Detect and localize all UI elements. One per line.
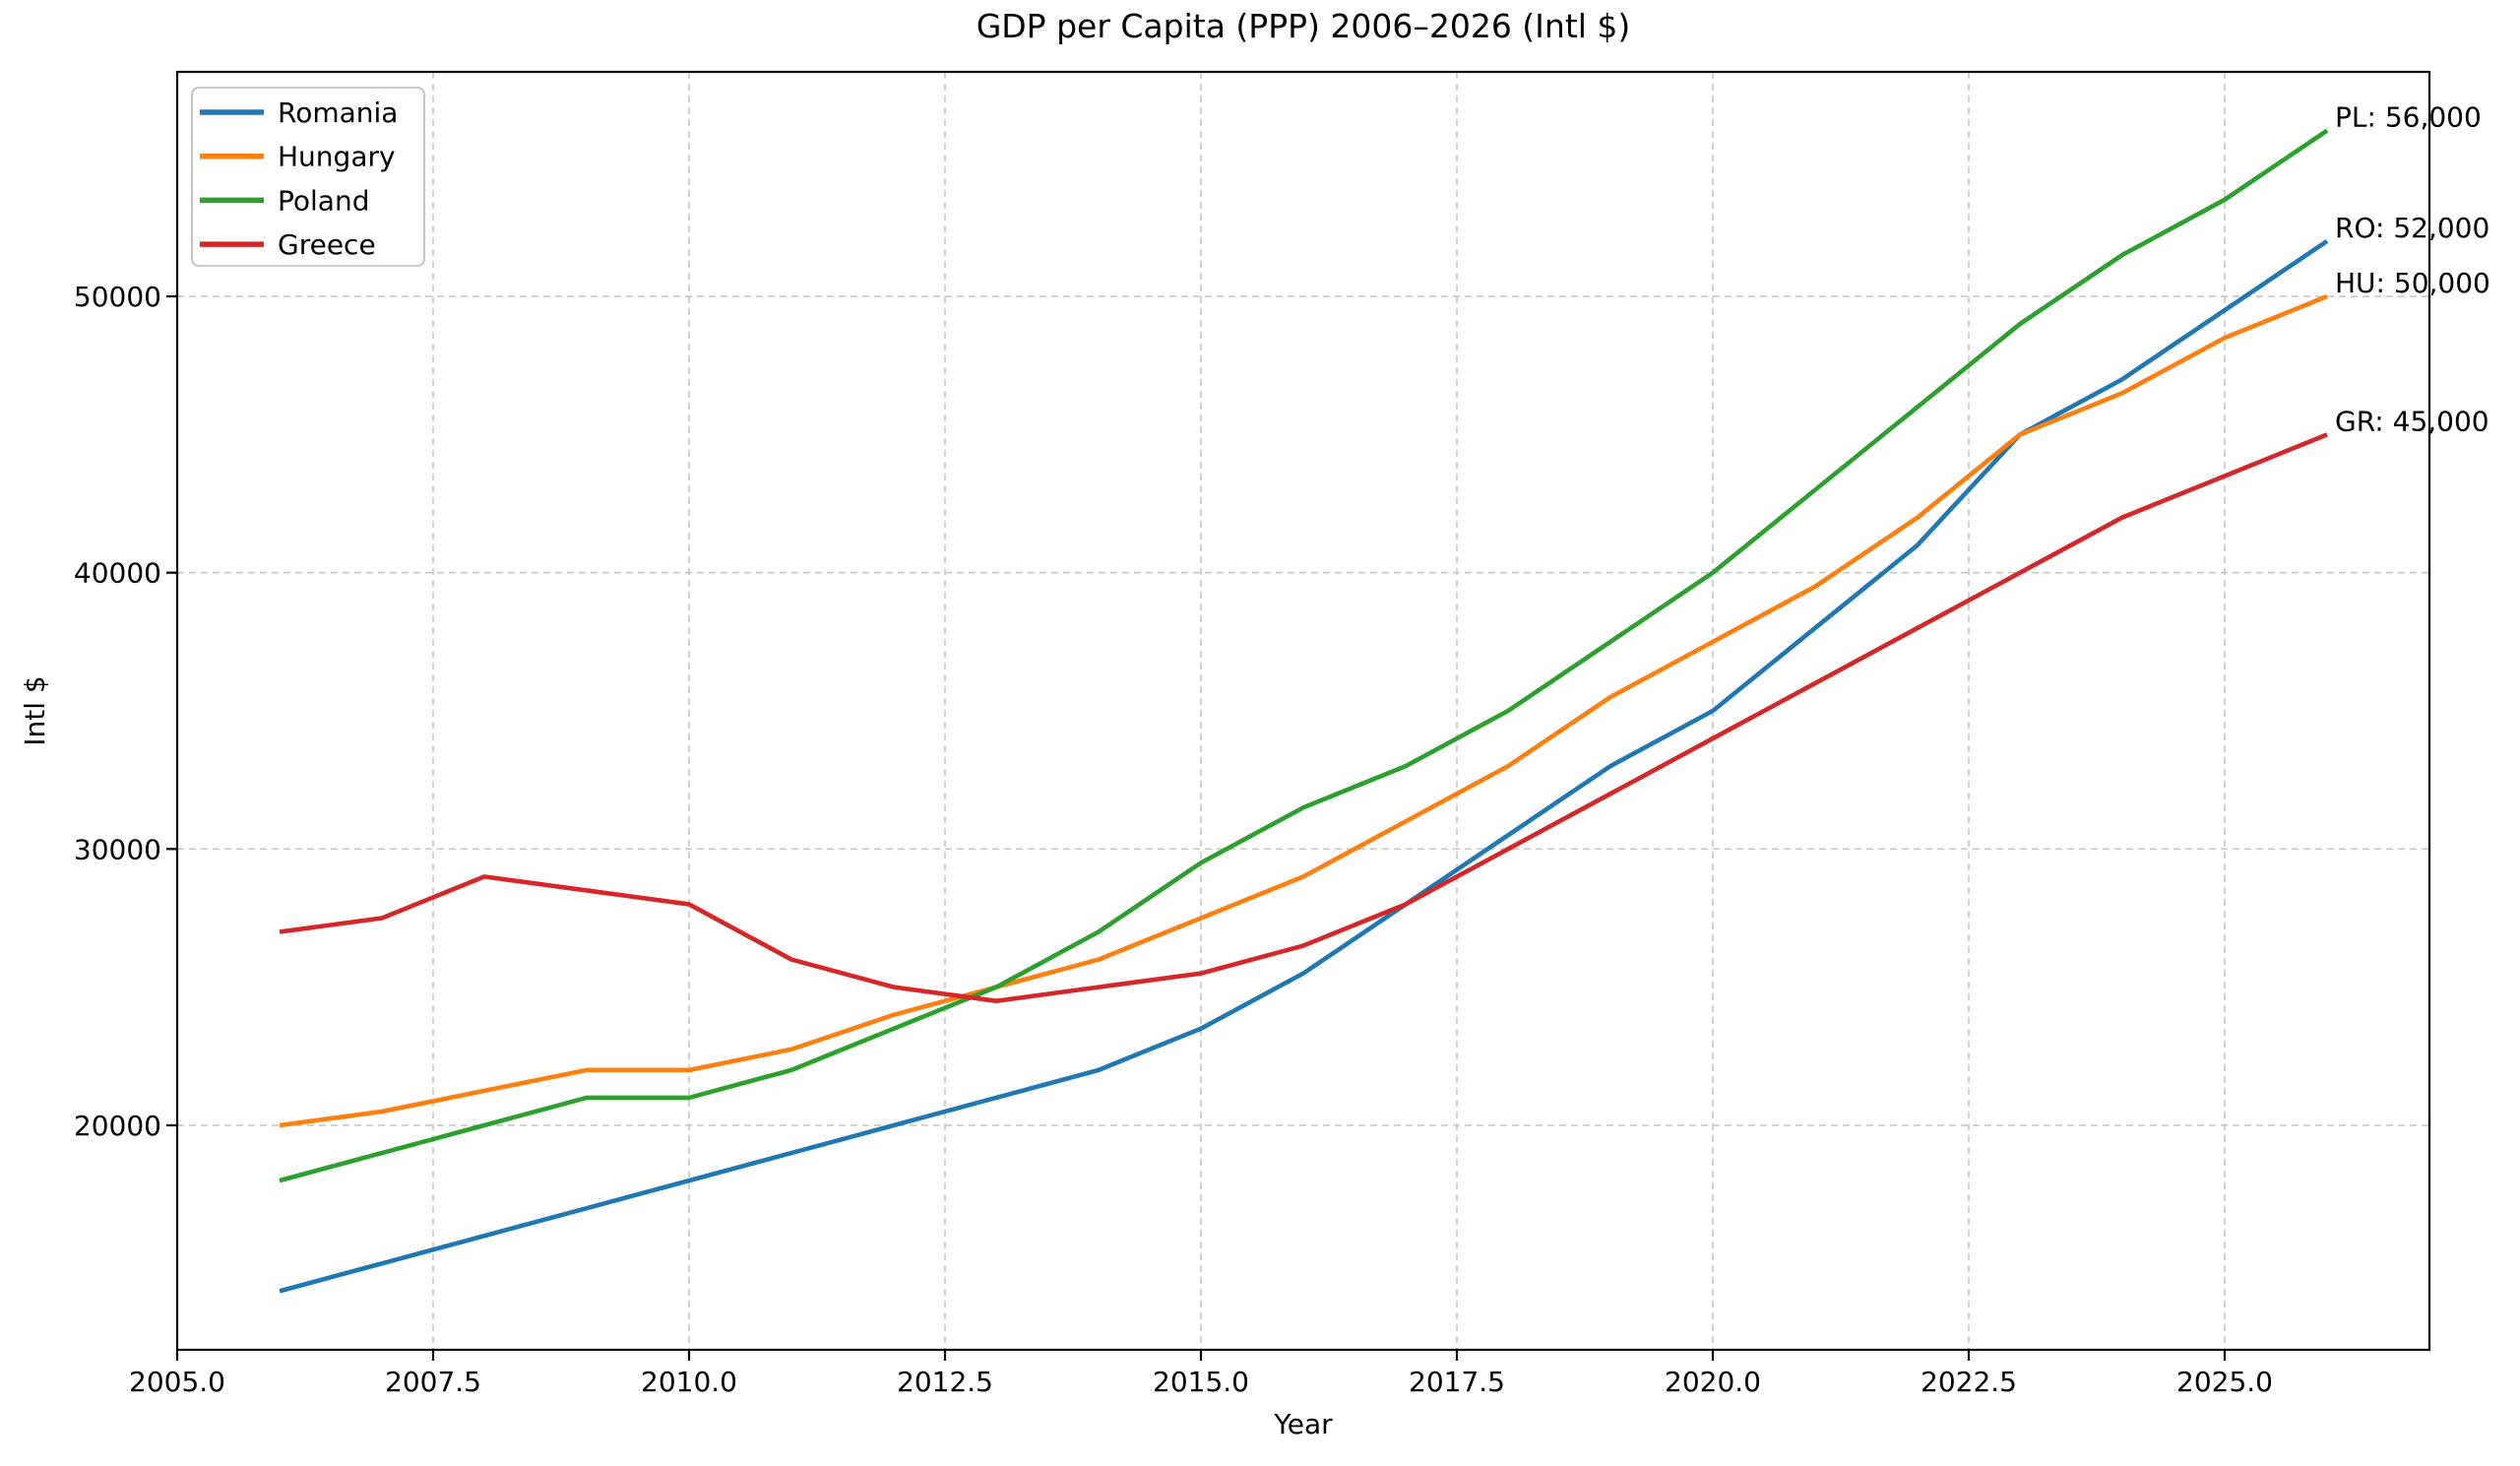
series-line-greece (279, 432, 2328, 1003)
series-end-annotation-poland: PL: 56,000 (2335, 101, 2482, 134)
y-tick-label: 40000 (74, 557, 161, 590)
x-tick-label: 2012.5 (897, 1366, 993, 1398)
legend-box (191, 87, 425, 267)
series-line-poland (279, 128, 2329, 1183)
y-tick-label: 50000 (74, 281, 161, 313)
series-line-hungary (279, 293, 2328, 1128)
series-end-annotation-greece: GR: 45,000 (2335, 405, 2489, 437)
legend-label-greece: Greece (278, 228, 376, 261)
series-end-annotation-hungary: HU: 50,000 (2335, 267, 2490, 299)
y-tick-label: 20000 (74, 1110, 161, 1142)
legend-label-hungary: Hungary (278, 141, 396, 173)
series-end-annotation-romania: RO: 52,000 (2335, 212, 2489, 244)
legend-label-poland: Poland (278, 184, 369, 217)
x-tick-label: 2022.5 (1921, 1366, 2017, 1398)
series-line-romania (279, 238, 2329, 1294)
legend-label-romania: Romania (278, 96, 398, 129)
x-tick-label: 2007.5 (385, 1366, 481, 1398)
plot-spines (175, 70, 2431, 1352)
x-tick-label: 2015.0 (1153, 1366, 1249, 1398)
y-tick-label: 30000 (74, 833, 161, 865)
x-tick-label: 2020.0 (1665, 1366, 1761, 1398)
x-tick-label: 2025.0 (2176, 1366, 2273, 1398)
x-tick-label: 2005.0 (129, 1366, 225, 1398)
x-axis-label: Year (1274, 1408, 1333, 1440)
x-tick-label: 2017.5 (1409, 1366, 1505, 1398)
chart-title: GDP per Capita (PPP) 2006–2026 (Intl $) (976, 7, 1631, 45)
x-tick-label: 2010.0 (641, 1366, 737, 1398)
